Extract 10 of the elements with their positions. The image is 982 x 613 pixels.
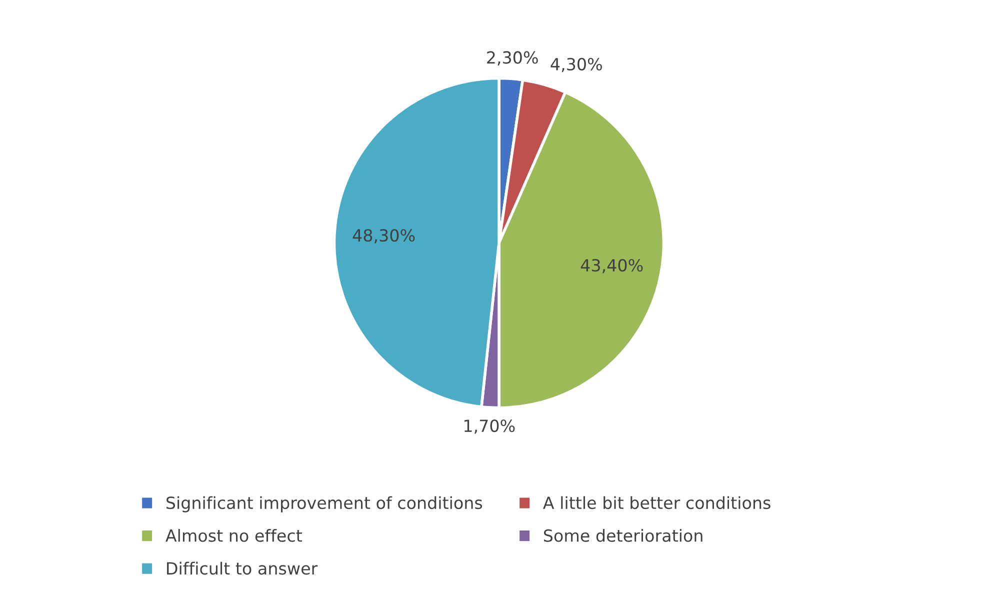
data-label: 43,40% [580,258,643,274]
legend-label: Some deterioration [544,529,702,542]
legend-label: Significant improvement of conditions [166,496,482,512]
legend-label: A little bit better conditions [543,496,770,510]
data-label: 1,70% [464,420,515,434]
data-label: 4,30% [550,58,602,72]
data-label: 48,30% [352,229,415,244]
data-label: 2,30% [487,51,538,66]
legend-label: Difficult to answer [167,562,318,575]
legend-label: Almost no effect [166,529,302,542]
